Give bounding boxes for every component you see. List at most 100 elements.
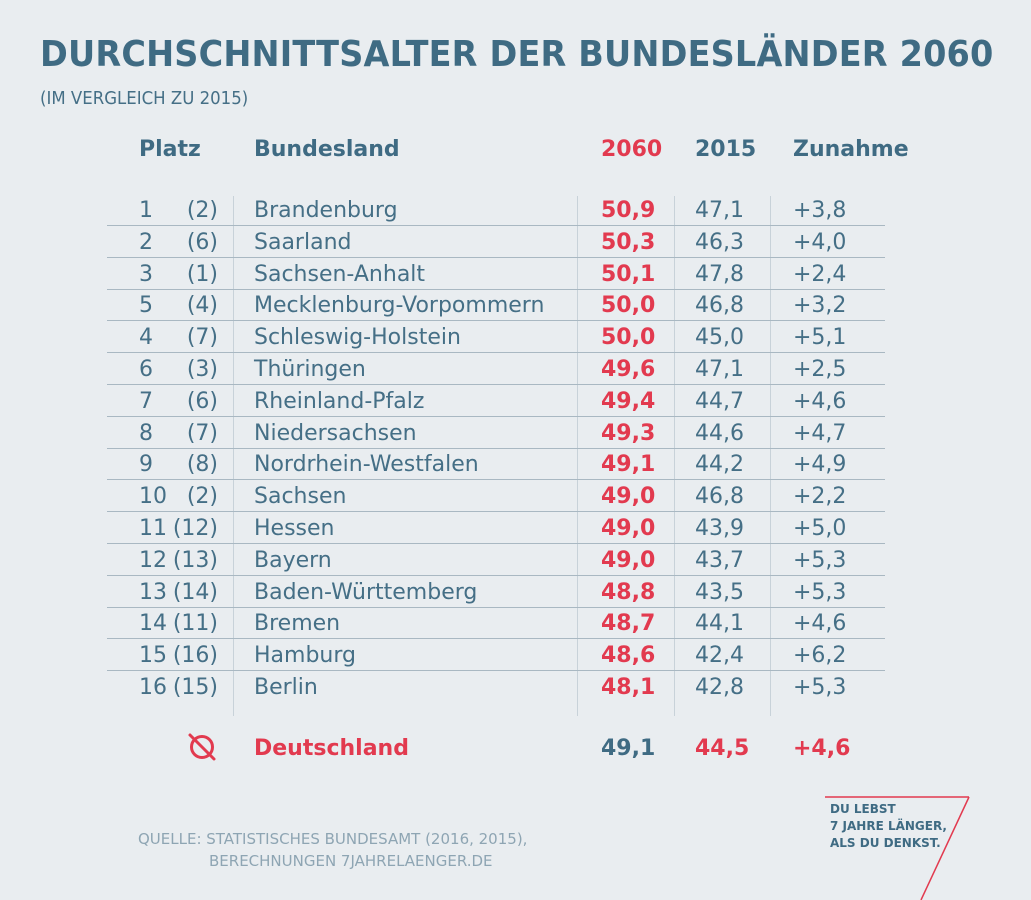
header-platz: Platz — [139, 137, 201, 162]
logo-slogan: DU LEBST 7 JAHRE LÄNGER, ALS DU DENKST. — [830, 801, 947, 852]
row-value-2060: 48,8 — [601, 579, 656, 605]
row-rank: 16 — [139, 675, 167, 700]
row-bundesland: Brandenburg — [254, 198, 398, 223]
row-previous-rank: (16) — [172, 643, 218, 669]
source-line-1: QUELLE: STATISTISCHES BUNDESAMT (2016, 2… — [138, 830, 528, 848]
average-zunahme: +4,6 — [793, 736, 851, 761]
row-rank: 3 — [139, 261, 153, 287]
average-2060: 49,1 — [601, 736, 656, 761]
row-previous-rank: (7) — [186, 325, 218, 351]
row-divider — [107, 256, 885, 258]
row-value-2060: 50,9 — [601, 198, 656, 223]
page-subtitle: (IM VERGLEICH ZU 2015) — [40, 88, 249, 109]
row-previous-rank: (4) — [186, 293, 218, 319]
row-rank: 9 — [139, 452, 153, 478]
row-divider — [107, 415, 885, 417]
row-rank: 13 — [139, 579, 167, 605]
row-rank: 1 — [139, 198, 153, 223]
row-divider — [107, 638, 885, 640]
row-rank: 14 — [139, 611, 167, 637]
logo-mark — [825, 796, 970, 900]
row-value-2060: 49,0 — [601, 484, 656, 510]
row-bundesland: Sachsen — [254, 484, 347, 510]
row-previous-rank: (2) — [186, 484, 218, 510]
row-bundesland: Saarland — [254, 229, 352, 255]
row-value-2015: 45,0 — [695, 325, 744, 351]
row-divider — [107, 574, 885, 576]
logo-line-1: DU LEBST — [830, 802, 896, 816]
row-value-2060: 49,4 — [601, 388, 656, 414]
row-rank: 11 — [139, 516, 167, 541]
row-bundesland: Thüringen — [254, 357, 366, 382]
row-divider — [107, 288, 885, 290]
row-bundesland: Bremen — [254, 611, 341, 637]
column-divider — [233, 196, 234, 716]
row-value-2060: 48,1 — [601, 675, 656, 700]
row-rank: 8 — [139, 420, 153, 446]
row-value-2015: 47,1 — [695, 357, 744, 382]
row-value-2060: 49,0 — [601, 547, 656, 573]
row-value-2015: 43,9 — [695, 516, 744, 541]
row-value-2060: 49,1 — [601, 452, 656, 478]
row-zunahme: +5,3 — [793, 547, 847, 573]
row-previous-rank: (13) — [172, 547, 218, 573]
row-value-2060: 50,0 — [601, 325, 656, 351]
row-divider — [107, 447, 885, 449]
row-previous-rank: (6) — [186, 229, 218, 255]
row-value-2015: 43,7 — [695, 547, 744, 573]
row-bundesland: Bayern — [254, 547, 332, 573]
row-bundesland: Berlin — [254, 675, 318, 700]
row-divider — [107, 511, 885, 513]
row-zunahme: +4,9 — [793, 452, 847, 478]
row-previous-rank: (3) — [186, 357, 218, 382]
header-bundesland: Bundesland — [254, 137, 400, 162]
row-value-2060: 49,6 — [601, 357, 656, 382]
row-bundesland: Baden-Württemberg — [254, 579, 478, 605]
row-bundesland: Schleswig-Holstein — [254, 325, 461, 351]
header-2060: 2060 — [601, 137, 663, 162]
row-previous-rank: (8) — [186, 452, 218, 478]
column-divider — [770, 196, 771, 716]
row-value-2015: 47,8 — [695, 261, 744, 287]
row-divider — [107, 606, 885, 608]
row-zunahme: +2,2 — [793, 484, 847, 510]
row-bundesland: Nordrhein-Westfalen — [254, 452, 479, 478]
row-value-2015: 44,7 — [695, 388, 744, 414]
row-zunahme: +2,4 — [793, 261, 847, 287]
row-previous-rank: (11) — [172, 611, 218, 637]
average-name: Deutschland — [254, 736, 409, 761]
row-previous-rank: (1) — [186, 261, 218, 287]
row-rank: 7 — [139, 388, 153, 414]
row-value-2015: 47,1 — [695, 198, 744, 223]
row-value-2060: 50,1 — [601, 261, 656, 287]
source-line-2: BERECHNUNGEN 7JAHRELAENGER.DE — [209, 852, 493, 870]
row-value-2015: 44,2 — [695, 452, 744, 478]
row-rank: 10 — [139, 484, 167, 510]
row-zunahme: +5,3 — [793, 579, 847, 605]
row-value-2015: 46,8 — [695, 293, 744, 319]
row-value-2060: 50,3 — [601, 229, 656, 255]
row-zunahme: +3,2 — [793, 293, 847, 319]
row-value-2015: 42,4 — [695, 643, 744, 669]
row-divider — [107, 225, 885, 226]
row-previous-rank: (7) — [186, 420, 218, 446]
average-2015: 44,5 — [695, 736, 750, 761]
row-rank: 12 — [139, 547, 167, 573]
row-value-2015: 42,8 — [695, 675, 744, 700]
row-zunahme: +2,5 — [793, 357, 847, 382]
row-zunahme: +5,0 — [793, 516, 847, 541]
row-zunahme: +5,1 — [793, 325, 847, 351]
row-divider — [107, 479, 885, 481]
row-zunahme: +3,8 — [793, 198, 847, 223]
row-rank: 5 — [139, 293, 153, 319]
row-zunahme: +4,7 — [793, 420, 847, 446]
column-divider — [577, 196, 578, 716]
row-previous-rank: (14) — [172, 579, 218, 605]
average-icon — [188, 733, 216, 761]
row-value-2060: 49,3 — [601, 420, 656, 446]
row-rank: 6 — [139, 357, 153, 382]
row-value-2060: 48,7 — [601, 611, 656, 637]
source-note: QUELLE: STATISTISCHES BUNDESAMT (2016, 2… — [138, 828, 527, 872]
row-rank: 2 — [139, 229, 153, 255]
row-zunahme: +4,0 — [793, 229, 847, 255]
